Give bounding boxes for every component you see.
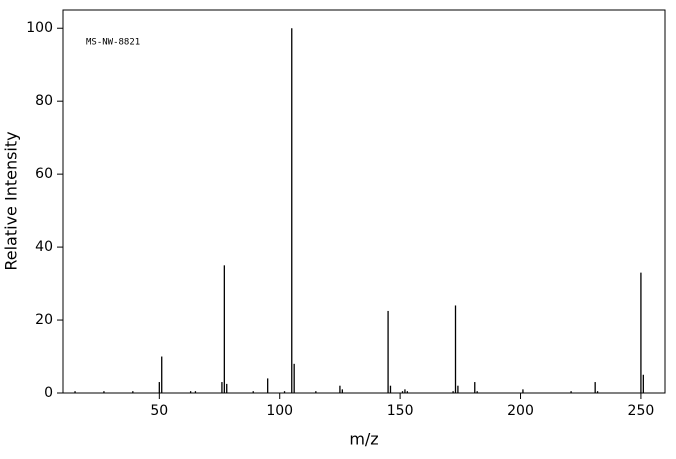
y-tick-label: 60 [35,166,53,182]
y-tick-label: 100 [26,20,53,36]
x-axis-label: m/z [349,430,378,449]
y-tick-label: 40 [35,239,53,255]
x-tick-label: 50 [150,403,168,419]
x-tick-label: 200 [507,403,534,419]
y-tick-label: 0 [44,385,53,401]
annotation: MS-NW-8821 [86,38,140,48]
y-tick-label: 80 [35,93,53,109]
x-tick-label: 100 [266,403,293,419]
plot-frame [62,9,666,394]
x-tick-label: 250 [628,403,655,419]
x-tick-label: 150 [387,403,414,419]
y-tick-label: 20 [35,312,53,328]
y-axis-label: Relative Intensity [2,131,21,270]
